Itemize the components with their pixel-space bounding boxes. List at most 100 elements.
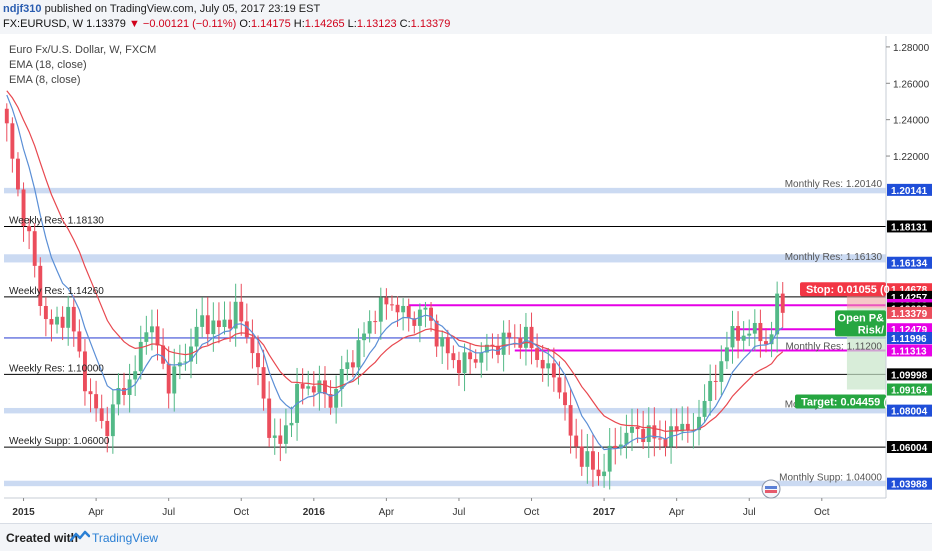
candle-body <box>161 345 166 364</box>
y-tick-label: 1.24000 <box>893 116 930 127</box>
candle-body <box>122 388 126 395</box>
candle-body <box>334 388 339 408</box>
price-label: 1.18131 <box>891 222 928 233</box>
candle-body <box>457 360 461 374</box>
price-label-bg <box>887 368 932 381</box>
candle-body <box>663 438 668 447</box>
level-label: Monthly Res: 1.11200 <box>785 341 882 352</box>
candle-body <box>423 307 428 310</box>
candle-body <box>518 337 523 348</box>
candle-body <box>775 293 780 335</box>
candle-body <box>306 386 311 389</box>
price-label: 1.08004 <box>891 407 928 418</box>
price-label: 1.13379 <box>891 309 928 320</box>
x-tick-label: Jul <box>743 507 756 518</box>
candle-body <box>719 361 724 382</box>
price-label: 1.16134 <box>891 259 928 270</box>
levels-layer <box>4 225 886 448</box>
candle-body <box>607 445 612 472</box>
tradingview-logo-icon <box>70 530 90 542</box>
close-label: C: <box>399 18 411 30</box>
candle-body <box>133 371 138 380</box>
stop-label-bg <box>800 282 886 297</box>
candle-body <box>205 315 210 335</box>
candle-body <box>60 316 65 328</box>
price-label-bg <box>887 332 932 345</box>
candle-body <box>752 322 757 334</box>
price-label: 1.09998 <box>891 370 928 381</box>
position-tool[interactable] <box>846 289 886 390</box>
tradingview-brand[interactable]: TradingView <box>92 531 159 545</box>
candle-body <box>613 445 618 449</box>
candle-body <box>596 469 601 477</box>
candle-body <box>300 383 305 389</box>
candle-body <box>149 326 154 333</box>
open-pl-bg <box>835 310 886 337</box>
open-label: O: <box>239 18 251 30</box>
price-axis[interactable]: 1.28000 1.26000 1.24000 1.22000 1.20141 1.181… <box>885 36 932 498</box>
candle-body <box>328 394 333 408</box>
candle-body <box>384 297 389 305</box>
candle-body <box>484 344 489 353</box>
candle-body <box>590 451 595 470</box>
candle-body <box>233 301 238 329</box>
candle-body <box>657 438 662 440</box>
candle-body <box>323 380 327 395</box>
blue-zone-2 <box>4 407 886 414</box>
candle-body <box>445 337 450 354</box>
candle-body <box>507 332 512 338</box>
username[interactable]: ndjf310 <box>3 3 42 15</box>
candle-body <box>708 380 713 401</box>
legend-ema-18: EMA (18, close) <box>9 59 87 71</box>
candle-body <box>27 225 32 232</box>
candle-body <box>462 352 467 374</box>
candle-body <box>116 388 121 405</box>
x-tick-label: Oct <box>814 507 830 518</box>
earnings-icon[interactable] <box>761 479 781 499</box>
change: −0.00121 (−0.11%) <box>142 18 237 30</box>
candle-body <box>468 352 473 360</box>
candle-body <box>529 326 534 349</box>
x-tick-label: Jul <box>162 507 175 518</box>
blue-zone-3 <box>4 480 886 487</box>
price-label-bg <box>887 440 932 453</box>
candle-body <box>4 108 9 124</box>
candle-body <box>216 320 221 328</box>
candle-body <box>680 423 685 432</box>
candle-body <box>512 337 517 339</box>
last-price: 1.13379 <box>86 18 126 30</box>
candle-body <box>713 380 718 382</box>
candle-body <box>94 394 99 409</box>
symbol: FX:EURUSD, W <box>3 18 84 30</box>
candle-body <box>228 319 233 329</box>
candle-body <box>702 400 707 417</box>
candle-body <box>563 392 567 406</box>
candle-body <box>239 301 244 322</box>
candle-body <box>551 363 556 378</box>
candle-body <box>390 304 394 306</box>
x-tick-label: Apr <box>379 507 395 518</box>
price-label-bg <box>887 383 932 396</box>
price-label: 1.06004 <box>891 443 928 454</box>
candle-body <box>278 435 283 444</box>
candle-body <box>624 432 629 445</box>
x-tick-label: 2017 <box>593 507 616 518</box>
candle-body <box>730 326 735 348</box>
candle-body <box>194 326 199 347</box>
price-label: 1.12479 <box>891 325 928 336</box>
candle-body <box>183 361 188 363</box>
candle-body <box>451 353 456 361</box>
publish-text: published on TradingView.com, July 05, 2… <box>44 3 321 15</box>
candle-body <box>21 189 26 226</box>
candle-body <box>261 367 266 399</box>
zone-labels: Weekly Res: 1.18130 Weekly Res: 1.14260 We… <box>9 179 882 484</box>
price-label: 1.14257 <box>891 293 928 304</box>
candle-body <box>77 331 82 352</box>
candle-body <box>630 426 634 433</box>
candle-body <box>646 425 651 443</box>
level-label: Monthly Supp: 1.04000 <box>779 472 882 483</box>
candle-body <box>641 429 646 443</box>
candle-body <box>579 446 584 467</box>
candle-body <box>602 471 607 477</box>
